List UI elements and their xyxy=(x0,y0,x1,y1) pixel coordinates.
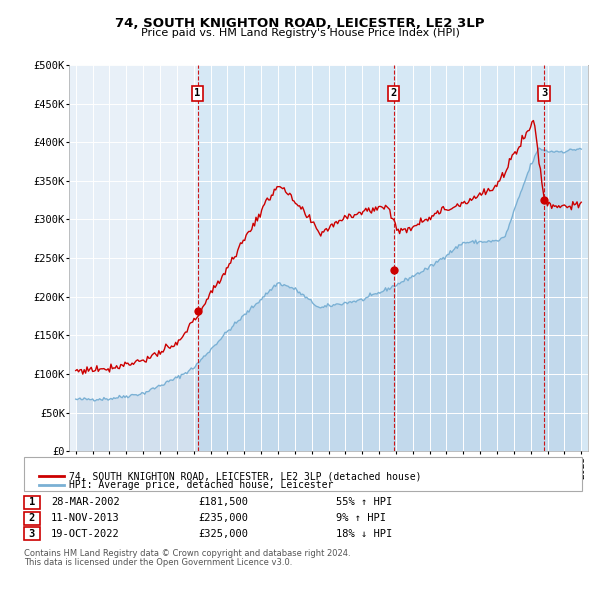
Text: 19-OCT-2022: 19-OCT-2022 xyxy=(51,529,120,539)
Text: 1: 1 xyxy=(29,497,35,507)
Text: HPI: Average price, detached house, Leicester: HPI: Average price, detached house, Leic… xyxy=(69,480,334,490)
Text: 2: 2 xyxy=(29,513,35,523)
Text: 11-NOV-2013: 11-NOV-2013 xyxy=(51,513,120,523)
Text: 3: 3 xyxy=(541,88,547,99)
Text: 28-MAR-2002: 28-MAR-2002 xyxy=(51,497,120,507)
Text: Contains HM Land Registry data © Crown copyright and database right 2024.: Contains HM Land Registry data © Crown c… xyxy=(24,549,350,558)
Text: £235,000: £235,000 xyxy=(198,513,248,523)
Text: This data is licensed under the Open Government Licence v3.0.: This data is licensed under the Open Gov… xyxy=(24,558,292,567)
Text: £181,500: £181,500 xyxy=(198,497,248,507)
Text: 18% ↓ HPI: 18% ↓ HPI xyxy=(336,529,392,539)
Text: 74, SOUTH KNIGHTON ROAD, LEICESTER, LE2 3LP (detached house): 74, SOUTH KNIGHTON ROAD, LEICESTER, LE2 … xyxy=(69,471,421,481)
Text: 2: 2 xyxy=(391,88,397,99)
Text: 1: 1 xyxy=(194,88,200,99)
Text: Price paid vs. HM Land Registry's House Price Index (HPI): Price paid vs. HM Land Registry's House … xyxy=(140,28,460,38)
Text: 3: 3 xyxy=(29,529,35,539)
Text: 55% ↑ HPI: 55% ↑ HPI xyxy=(336,497,392,507)
Text: 74, SOUTH KNIGHTON ROAD, LEICESTER, LE2 3LP: 74, SOUTH KNIGHTON ROAD, LEICESTER, LE2 … xyxy=(115,17,485,30)
Bar xyxy=(197,65,588,451)
Text: 9% ↑ HPI: 9% ↑ HPI xyxy=(336,513,386,523)
Text: £325,000: £325,000 xyxy=(198,529,248,539)
